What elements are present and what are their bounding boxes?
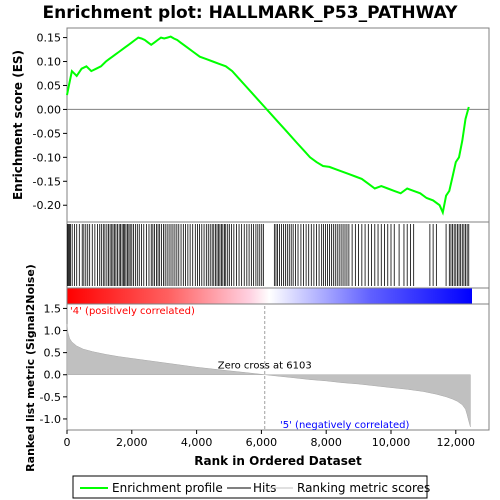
legend-frame (72, 475, 428, 499)
es-y-axis-label: Enrichment score (ES) (11, 50, 25, 200)
chart-title: Enrichment plot: HALLMARK_P53_PATHWAY (43, 3, 459, 23)
positive-correlation-label: '4' (positively correlated) (70, 306, 195, 317)
legend-ranking-label: Ranking metric scores (297, 481, 430, 495)
es-panel: 0.15 0.10 0.05 0.00 -0.05 -0.10 -0.15 -0.20 Enr… (11, 27, 490, 223)
es-y-tick-label: -0.05 (33, 127, 61, 140)
ranking-y-tick-label: 1.0 (44, 325, 62, 338)
ranking-y-tick-label: 0.5 (44, 347, 62, 360)
es-y-tick-label: -0.10 (33, 151, 61, 164)
es-y-tick-label: -0.15 (33, 175, 61, 188)
ranking-panel: 1.51.00.50.0-0.5-1.0 Zero cross at 6103 … (24, 264, 490, 472)
zero-cross-label: Zero cross at 6103 (218, 361, 312, 372)
ranking-y-axis-label: Ranked list metric (Signal2Noise) (24, 264, 37, 472)
es-panel-frame (66, 27, 490, 223)
rank-color-bar (67, 288, 472, 304)
ranking-y-tick-label: 1.5 (44, 302, 62, 315)
ranking-metric-area (66, 323, 471, 427)
x-tick-label: 10,000 (372, 436, 411, 449)
es-y-tick-label: 0.00 (37, 103, 62, 116)
es-y-tick-label: -0.20 (33, 199, 61, 212)
legend-hits-label: Hits (253, 481, 276, 495)
negative-correlation-label: '5' (negatively correlated) (280, 420, 409, 431)
ranking-y-tick-label: -0.5 (40, 391, 61, 404)
x-tick-label: 0 (64, 436, 71, 449)
enrichment-profile-line (66, 35, 470, 216)
x-tick-label: 8,000 (310, 436, 342, 449)
es-y-tick-label: 0.05 (37, 79, 62, 92)
x-tick-label: 6,000 (246, 436, 278, 449)
x-tick-label: 12,000 (437, 436, 476, 449)
ranking-y-tick-label: 0.0 (44, 369, 62, 382)
es-y-tick-label: 0.10 (37, 56, 62, 69)
x-tick-label: 2,000 (116, 436, 148, 449)
es-y-tick-label: 0.15 (37, 32, 62, 45)
hits-panel (66, 221, 490, 289)
legend: Enrichment profile Hits Ranking metric s… (72, 475, 430, 499)
x-tick-label: 4,000 (181, 436, 213, 449)
x-axis-label: Rank in Ordered Dataset (194, 454, 362, 468)
ranking-y-tick-label: -1.0 (40, 413, 61, 426)
legend-enrichment-label: Enrichment profile (112, 481, 223, 495)
